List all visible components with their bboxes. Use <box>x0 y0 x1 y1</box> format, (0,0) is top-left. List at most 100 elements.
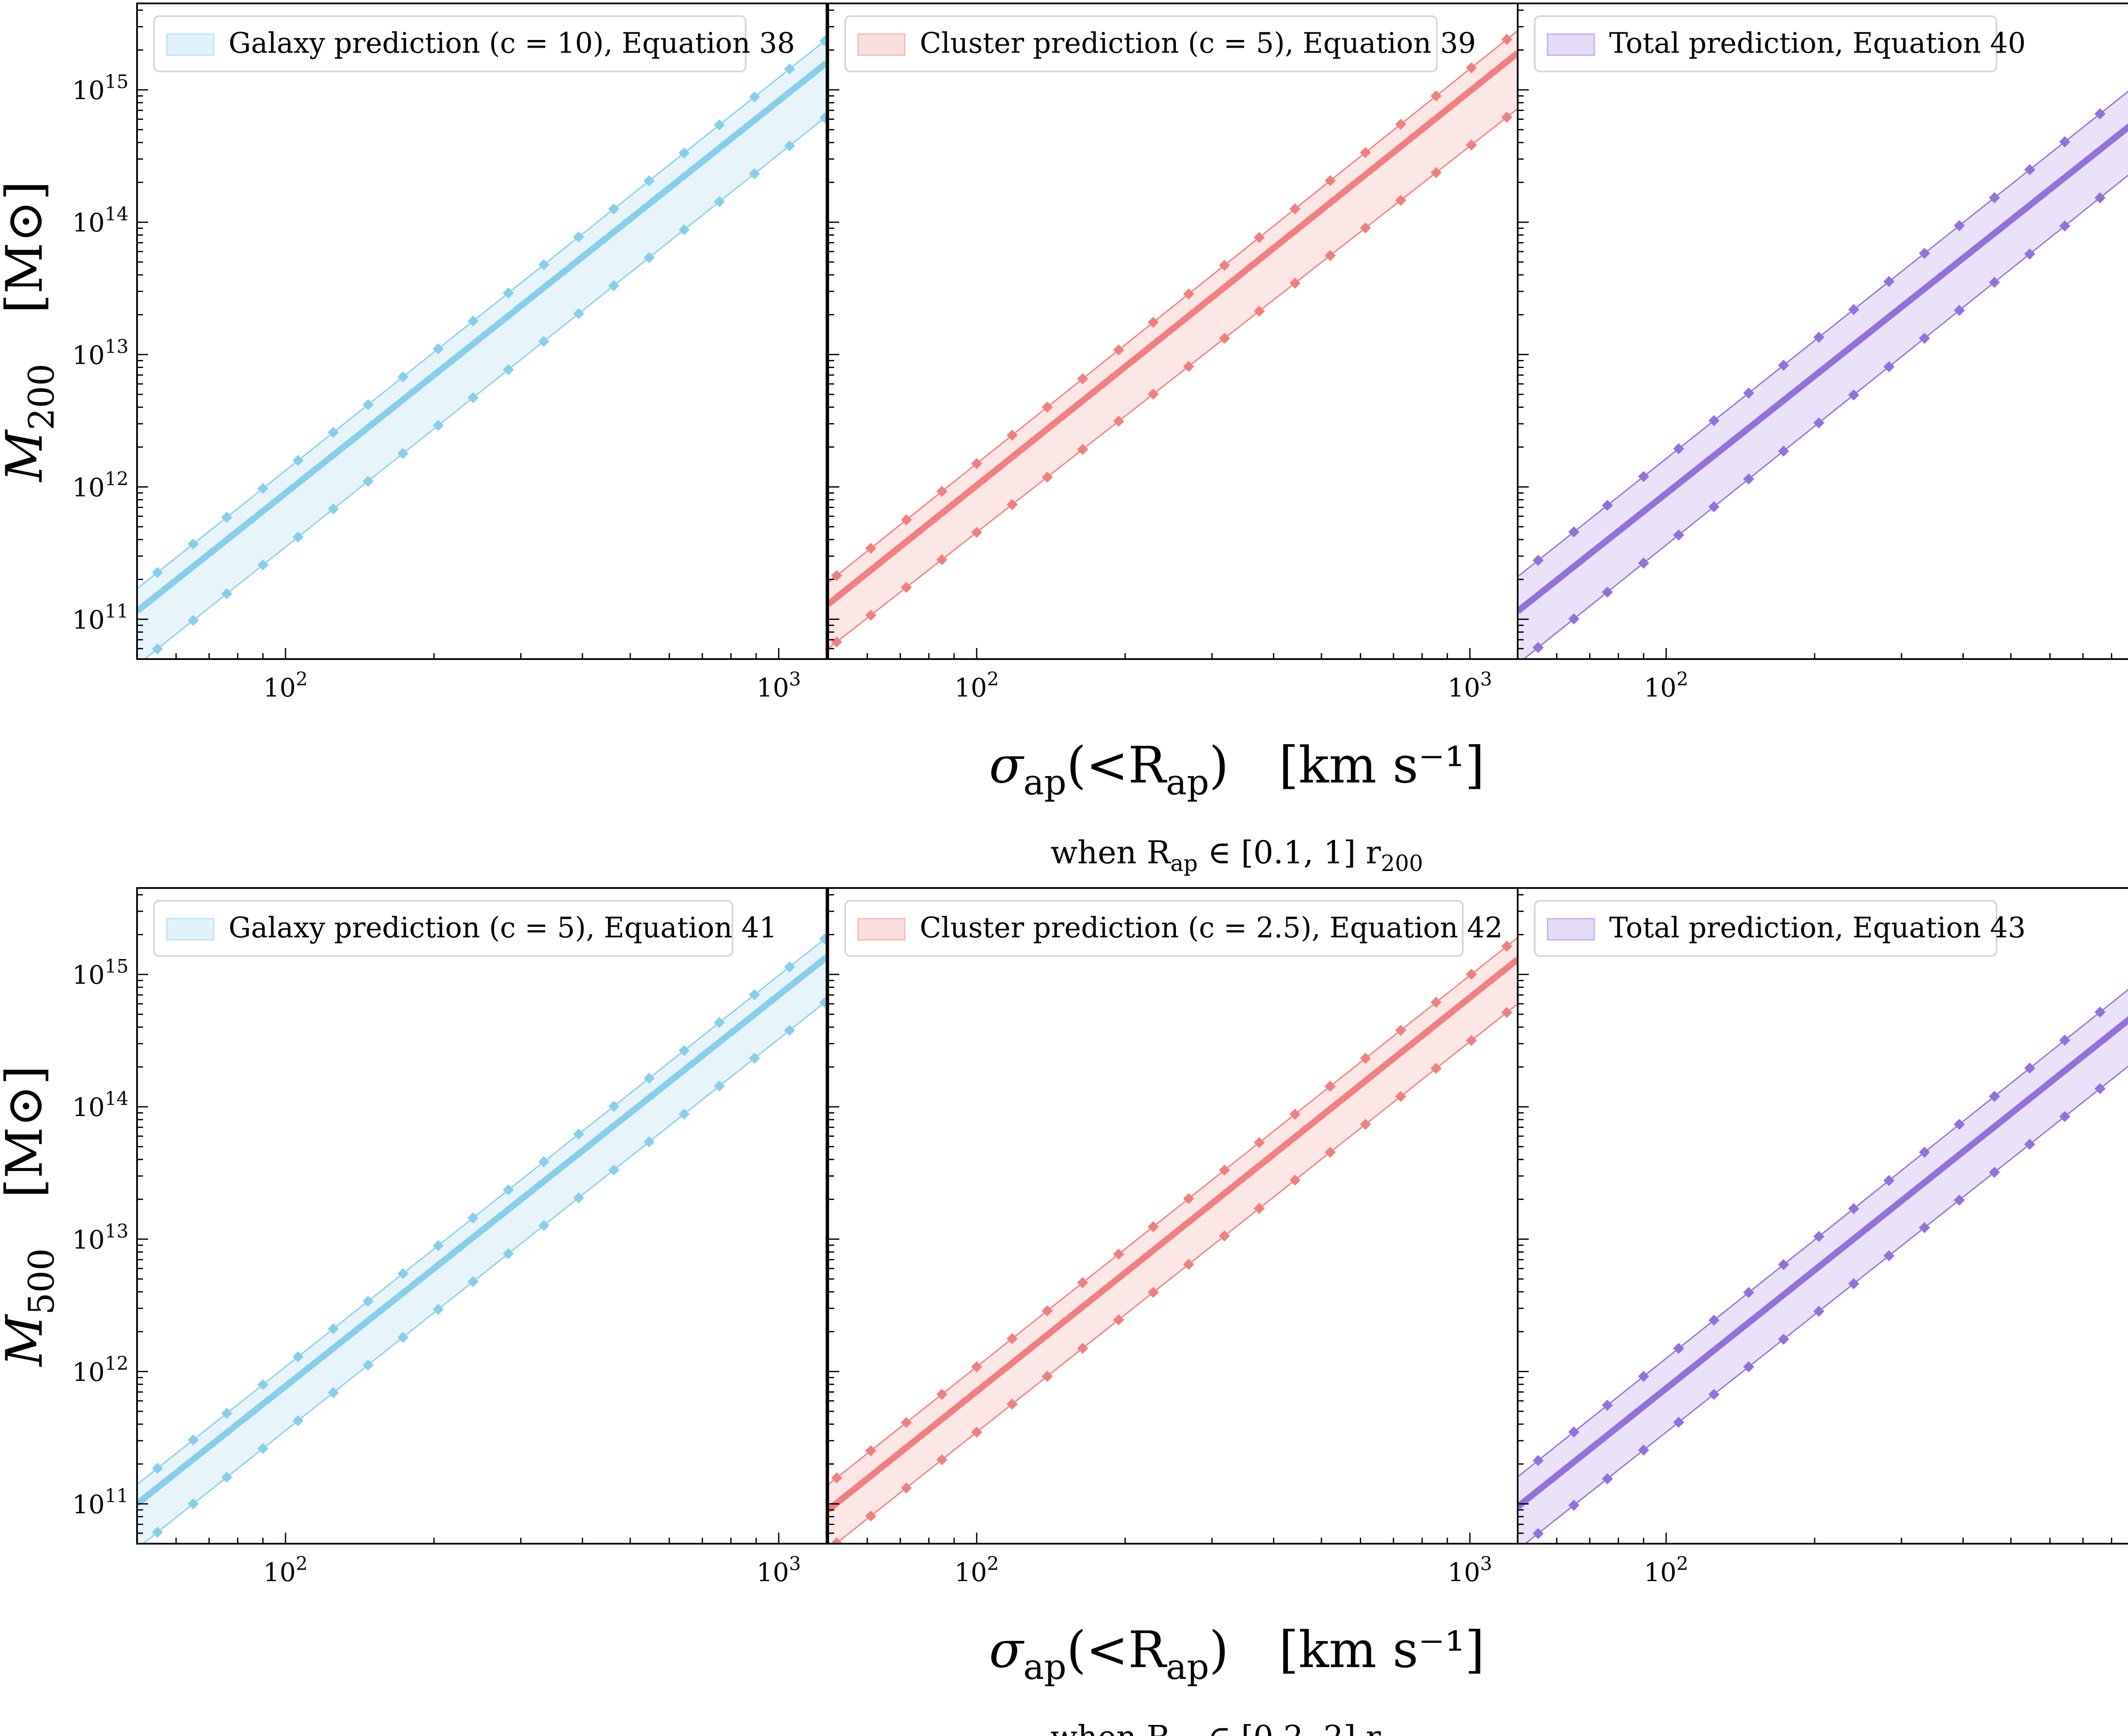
upper-marker-12 <box>573 1128 584 1140</box>
lower-marker-7 <box>1077 444 1088 455</box>
upper-marker-2 <box>901 1417 912 1428</box>
upper-marker-13 <box>1289 203 1301 214</box>
lower-marker-3 <box>1638 557 1649 569</box>
lower-marker-4 <box>971 527 982 538</box>
lower-marker-0 <box>831 1537 842 1544</box>
tick-base: 10 <box>72 960 105 990</box>
legend-swatch <box>166 918 215 941</box>
lower-bound-line <box>828 108 1518 649</box>
tick-base: 10 <box>72 1490 105 1519</box>
tick-exponent: 15 <box>105 71 129 93</box>
upper-marker-15 <box>1360 147 1371 158</box>
tick-exponent: 12 <box>105 1353 129 1374</box>
lower-marker-16 <box>2094 1083 2106 1094</box>
upper-marker-15 <box>1360 1053 1371 1064</box>
upper-marker-16 <box>2094 108 2106 120</box>
caption-range: ∈ [0.1, 1] r <box>1198 834 1381 871</box>
upper-marker-1 <box>1568 526 1580 538</box>
upper-marker-12 <box>573 231 584 243</box>
legend: Galaxy prediction (c = 5), Equation 41 <box>153 900 777 957</box>
lower-marker-4 <box>971 1426 982 1438</box>
upper-marker-18 <box>1466 968 1477 980</box>
lower-marker-10 <box>1183 1259 1194 1270</box>
upper-marker-15 <box>678 147 690 159</box>
axes-frame <box>136 887 827 1545</box>
upper-marker-11 <box>1919 248 1930 259</box>
upper-marker-13 <box>608 1101 620 1112</box>
y-tick-label: 1015 <box>72 956 129 990</box>
upper-marker-7 <box>397 1268 409 1279</box>
upper-marker-1 <box>188 538 199 550</box>
upper-marker-18 <box>784 63 795 75</box>
lower-marker-13 <box>1289 277 1301 289</box>
lower-marker-9 <box>467 392 479 403</box>
legend-swatch <box>857 918 906 941</box>
upper-marker-16 <box>1395 119 1407 130</box>
upper-marker-8 <box>432 1240 444 1251</box>
upper-marker-6 <box>1041 401 1053 413</box>
lower-marker-16 <box>714 196 725 208</box>
caption: when Rap ∈ [0.1, 1] r200 <box>1050 834 1423 877</box>
text-part: 10 <box>263 673 296 703</box>
upper-marker-9 <box>1848 304 1859 315</box>
upper-marker-2 <box>1602 500 1613 511</box>
lower-marker-15 <box>678 1108 690 1120</box>
lower-marker-9 <box>1147 1287 1159 1298</box>
lower-marker-19 <box>819 112 827 123</box>
upper-marker-2 <box>221 511 232 523</box>
lower-marker-17 <box>1430 167 1442 178</box>
y-axis-title: M200 [M⊙] <box>0 181 62 483</box>
tick-exponent: 3 <box>1480 668 1492 690</box>
lower-marker-1 <box>1568 1499 1580 1511</box>
tick-base: 10 <box>72 1357 105 1387</box>
upper-marker-17 <box>749 989 760 1000</box>
tick-exponent: 2 <box>296 668 308 690</box>
upper-marker-10 <box>1883 1175 1895 1186</box>
lower-marker-18 <box>1466 1035 1477 1046</box>
text-part: 10 <box>1448 673 1480 703</box>
prediction-line <box>1518 1016 2128 1510</box>
lower-marker-17 <box>1430 1063 1442 1074</box>
lower-marker-8 <box>432 420 444 431</box>
x-axis-paren-subscript: ap <box>1166 1647 1209 1687</box>
lower-marker-6 <box>362 476 374 487</box>
y-tick-label: 1014 <box>72 1088 129 1122</box>
lower-marker-12 <box>573 308 584 320</box>
legend-box <box>844 15 1438 72</box>
upper-marker-14 <box>2024 164 2036 175</box>
legend-label: Galaxy prediction (c = 10), Equation 38 <box>229 27 795 60</box>
lower-marker-16 <box>1395 194 1407 206</box>
lower-marker-1 <box>188 1498 199 1510</box>
upper-bound-line <box>1518 989 2128 1478</box>
lower-marker-3 <box>936 1454 948 1465</box>
upper-marker-7 <box>1077 373 1088 385</box>
lower-marker-1 <box>865 609 877 621</box>
x-tick-label: 103 <box>757 1553 801 1588</box>
x-tick-label: 103 <box>1448 1553 1492 1588</box>
upper-marker-17 <box>1430 90 1442 102</box>
upper-marker-10 <box>503 1184 514 1196</box>
lower-bound-line <box>1524 1065 2128 1544</box>
upper-bound-line <box>137 937 827 1485</box>
upper-marker-3 <box>257 483 269 494</box>
upper-marker-16 <box>2094 1006 2106 1018</box>
upper-marker-4 <box>1673 443 1685 454</box>
lower-marker-2 <box>221 1471 232 1483</box>
upper-marker-14 <box>2024 1062 2036 1074</box>
upper-marker-2 <box>901 514 912 525</box>
caption-prefix: when R <box>1050 834 1171 871</box>
plot-area <box>828 937 1518 1544</box>
x-axis-title: σap(<Rap) [km s⁻¹] <box>989 1620 1484 1687</box>
lower-marker-13 <box>1289 1174 1301 1186</box>
lower-marker-9 <box>467 1276 479 1288</box>
lower-marker-11 <box>538 1220 549 1231</box>
tick-exponent: 3 <box>1480 1553 1492 1575</box>
upper-marker-3 <box>257 1379 269 1391</box>
upper-marker-14 <box>644 1073 655 1084</box>
x-axis-subscript: ap <box>1023 1647 1066 1687</box>
y-tick-label: 1011 <box>72 1485 129 1519</box>
upper-marker-12 <box>1253 1137 1265 1148</box>
x-tick-label: 102 <box>263 1553 308 1588</box>
uncertainty-band <box>828 31 1518 649</box>
upper-marker-6 <box>1743 1287 1754 1298</box>
